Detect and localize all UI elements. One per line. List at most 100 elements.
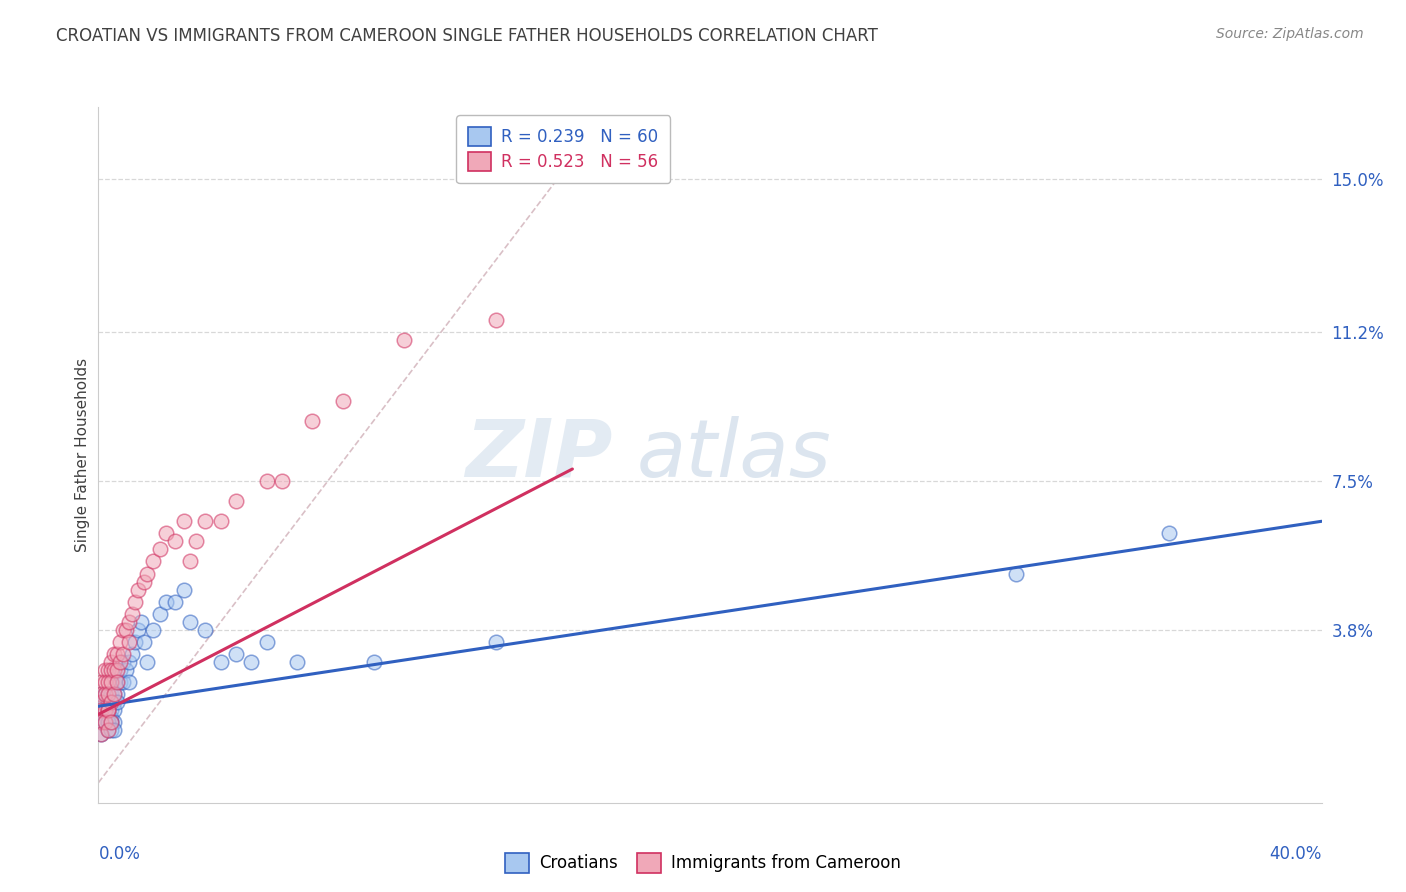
Point [90,727,112,741]
Point [1004,566,1026,581]
Point [209,655,232,669]
Point [209,514,232,528]
Point [100,663,122,677]
Point [97,703,120,717]
Point [97,723,120,738]
Point [179,554,201,568]
Point [256,635,278,649]
Point [115,623,138,637]
Point [155,526,177,541]
Point [100,687,122,701]
Point [194,514,217,528]
Point [97,663,120,677]
Text: CROATIAN VS IMMIGRANTS FROM CAMEROON SINGLE FATHER HOUSEHOLDS CORRELATION CHART: CROATIAN VS IMMIGRANTS FROM CAMEROON SIN… [56,27,879,45]
Point [93,663,115,677]
Point [103,647,125,661]
Point [93,687,115,701]
Point [111,647,134,661]
Point [225,494,247,508]
Point [155,595,177,609]
Point [103,687,125,701]
Point [100,715,122,730]
Point [100,711,122,725]
Point [97,695,120,709]
Point [240,655,263,669]
Y-axis label: Single Father Households: Single Father Households [75,358,90,552]
Text: ZIP: ZIP [465,416,612,494]
Point [136,655,159,669]
Point [100,695,122,709]
Point [332,393,354,408]
Point [118,655,141,669]
Point [90,687,112,701]
Point [100,655,122,669]
Point [103,703,125,717]
Legend: Croatians, Immigrants from Cameroon: Croatians, Immigrants from Cameroon [499,847,907,880]
Point [111,623,134,637]
Point [285,655,308,669]
Point [90,727,112,741]
Point [93,703,115,717]
Point [108,655,131,669]
Point [93,675,115,690]
Point [149,542,172,557]
Point [124,635,146,649]
Point [90,695,112,709]
Point [105,695,128,709]
Point [100,715,122,730]
Point [90,715,112,730]
Point [142,623,165,637]
Point [100,675,122,690]
Point [93,687,115,701]
Point [121,647,143,661]
Point [118,635,141,649]
Point [97,715,120,730]
Point [97,687,120,701]
Point [93,715,115,730]
Point [485,635,508,649]
Point [173,582,195,597]
Point [93,715,115,730]
Point [103,715,125,730]
Point [124,595,146,609]
Point [485,313,508,327]
Point [93,695,115,709]
Text: 40.0%: 40.0% [1270,845,1322,863]
Point [186,534,208,549]
Point [97,703,120,717]
Point [1157,526,1180,541]
Point [163,534,186,549]
Point [225,647,247,661]
Point [97,675,120,690]
Point [129,615,152,629]
Point [134,574,156,589]
Text: 0.0%: 0.0% [98,845,141,863]
Point [97,711,120,725]
Text: Source: ZipAtlas.com: Source: ZipAtlas.com [1216,27,1364,41]
Point [134,635,156,649]
Point [90,695,112,709]
Point [100,695,122,709]
Point [105,663,128,677]
Point [363,655,385,669]
Text: atlas: atlas [637,416,831,494]
Point [97,687,120,701]
Point [90,687,112,701]
Point [90,703,112,717]
Point [118,675,141,690]
Point [179,615,201,629]
Point [97,723,120,738]
Point [103,695,125,709]
Point [103,687,125,701]
Point [90,703,112,717]
Point [270,474,292,488]
Point [301,414,323,428]
Point [127,582,149,597]
Point [108,635,131,649]
Point [90,675,112,690]
Point [90,715,112,730]
Point [173,514,195,528]
Point [97,715,120,730]
Point [108,663,131,677]
Point [392,334,416,348]
